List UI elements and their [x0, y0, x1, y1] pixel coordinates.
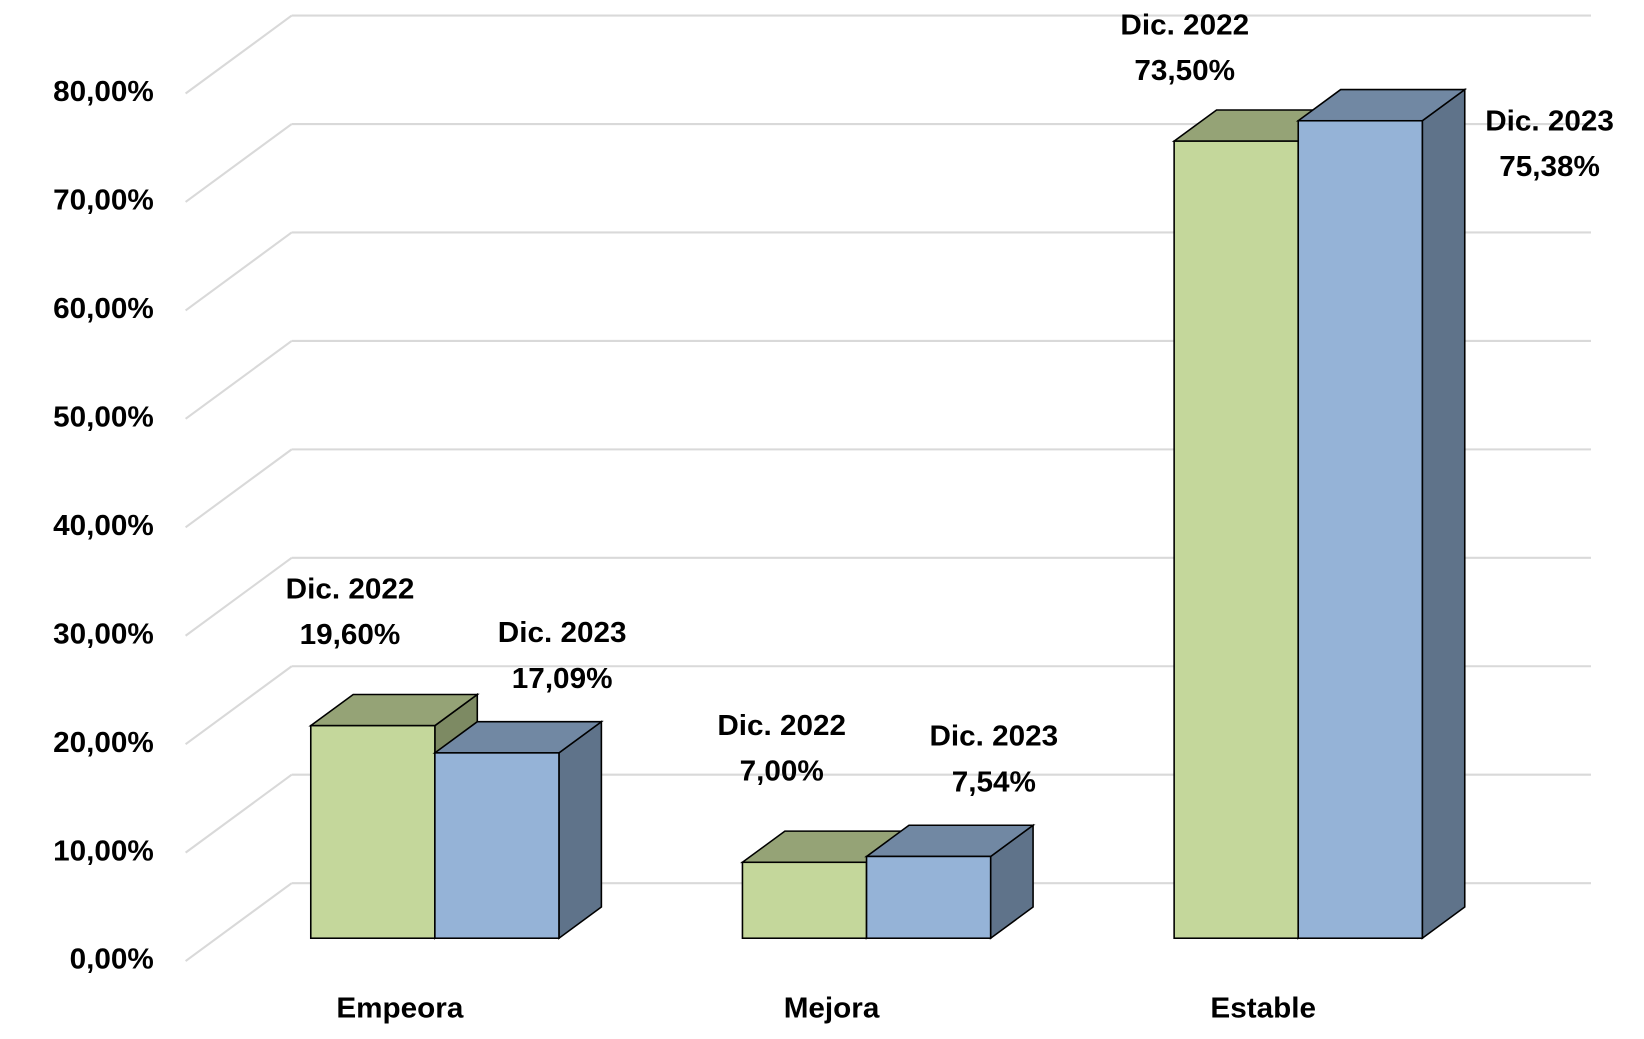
- bar-side: [558, 720, 603, 940]
- bar: [309, 724, 436, 939]
- data-label: 75,38%: [1499, 151, 1600, 184]
- bar: [1297, 119, 1424, 939]
- bar: [865, 855, 992, 939]
- data-label: 7,54%: [952, 766, 1036, 799]
- grid-line: [184, 231, 293, 312]
- grid-line: [184, 665, 293, 746]
- x-tick-label: Estable: [1210, 992, 1316, 1025]
- grid-line: [184, 448, 293, 529]
- data-label-series: Dic. 2023: [498, 616, 627, 649]
- data-label-series: Dic. 2023: [1485, 105, 1614, 138]
- data-label: 73,50%: [1134, 55, 1235, 88]
- y-tick-label: 70,00%: [53, 184, 154, 217]
- x-tick-label: Empeora: [336, 992, 464, 1025]
- y-tick-label: 40,00%: [53, 509, 154, 542]
- grid-line: [184, 773, 293, 854]
- y-tick-label: 50,00%: [53, 401, 154, 434]
- bar: [1173, 140, 1300, 939]
- data-label-series: Dic. 2022: [717, 709, 846, 742]
- x-tick-label: Mejora: [784, 992, 880, 1025]
- bar: [434, 752, 560, 939]
- data-label: 7,00%: [740, 755, 824, 788]
- y-tick-label: 30,00%: [53, 618, 154, 651]
- y-tick-label: 60,00%: [53, 292, 154, 325]
- data-label: 17,09%: [512, 662, 613, 695]
- y-tick-label: 80,00%: [53, 75, 154, 108]
- data-label-series: Dic. 2022: [286, 573, 415, 606]
- data-label-series: Dic. 2022: [1120, 9, 1249, 42]
- grid-line: [184, 123, 293, 203]
- data-label-series: Dic. 2023: [929, 720, 1058, 753]
- grid-line: [184, 340, 293, 420]
- grid-line: [184, 882, 293, 962]
- grid-line: [184, 556, 293, 637]
- bar: [741, 861, 868, 939]
- y-tick-label: 10,00%: [53, 835, 154, 868]
- y-tick-label: 20,00%: [53, 726, 154, 759]
- grid-line: [184, 14, 293, 95]
- y-tick-label: 0,00%: [70, 943, 154, 976]
- bar-side: [1421, 88, 1466, 940]
- data-label: 19,60%: [300, 618, 401, 651]
